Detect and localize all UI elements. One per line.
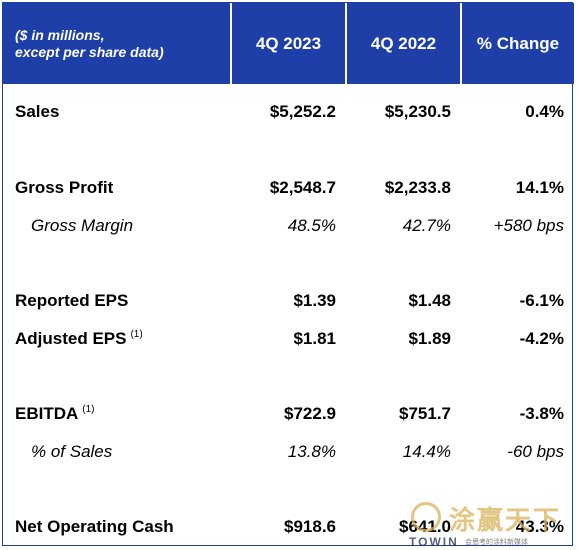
units-note-line1: ($ in millions,	[15, 26, 105, 43]
row-adjusted-eps: Adjusted EPS (1) $1.81 $1.89 -4.2%	[3, 320, 574, 358]
cell-4q-2022: $5,230.5	[384, 102, 451, 121]
row-net-operating-cash: Net Operating Cash $918.6 $641.0 43.3%	[3, 508, 574, 546]
row-label: Net Operating Cash	[15, 517, 174, 536]
cell-pct-change: +580 bps	[493, 216, 564, 235]
spacer-row	[3, 471, 574, 508]
column-header-pct-change: % Change	[460, 3, 574, 84]
cell-4q-2022: 14.4%	[402, 442, 451, 461]
cell-4q-2023: $2,548.7	[269, 178, 336, 197]
row-label: Gross Margin	[31, 216, 134, 235]
spacer-row	[3, 245, 574, 282]
financial-summary-table-frame: ($ in millions, except per share data) 4…	[2, 2, 574, 546]
cell-4q-2022: $2,233.8	[384, 178, 451, 197]
table-header-row: ($ in millions, except per share data) 4…	[3, 3, 574, 84]
row-label: Sales	[15, 102, 60, 121]
row-gross-profit: Gross Profit $2,548.7 $2,233.8 14.1%	[3, 169, 574, 207]
cell-pct-change: 14.1%	[515, 178, 564, 197]
cell-pct-change: -4.2%	[519, 329, 564, 348]
row-label: Gross Profit	[15, 178, 114, 197]
units-note-line2: except per share data)	[15, 43, 164, 60]
cell-pct-change: 43.3%	[515, 517, 564, 536]
cell-pct-change: -3.8%	[519, 404, 564, 423]
footnote-marker: (1)	[130, 329, 143, 341]
spacer-row	[3, 132, 574, 169]
row-label: EBITDA	[15, 404, 79, 423]
cell-pct-change: -60 bps	[507, 442, 564, 461]
row-sales: Sales $5,252.2 $5,230.5 0.4%	[3, 84, 574, 132]
row-reported-eps: Reported EPS $1.39 $1.48 -6.1%	[3, 282, 574, 320]
cell-4q-2023: $5,252.2	[269, 102, 336, 121]
row-label: Adjusted EPS	[15, 329, 127, 348]
cell-4q-2022: $751.7	[399, 404, 451, 423]
cell-4q-2022: $641.0	[399, 517, 451, 536]
cell-4q-2023: $722.9	[284, 404, 336, 423]
cell-4q-2022: $1.48	[408, 291, 451, 310]
cell-4q-2023: $918.6	[284, 517, 336, 536]
cell-4q-2023: $1.39	[293, 291, 336, 310]
row-gross-margin: Gross Margin 48.5% 42.7% +580 bps	[3, 207, 574, 245]
row-ebitda: EBITDA (1) $722.9 $751.7 -3.8%	[3, 395, 574, 433]
cell-pct-change: -6.1%	[519, 291, 564, 310]
footnote-marker: (1)	[82, 404, 95, 416]
cell-4q-2023: 13.8%	[287, 442, 336, 461]
row-label-cell: EBITDA (1)	[3, 395, 231, 433]
cell-4q-2022: 42.7%	[402, 216, 451, 235]
column-header-4q-2023: 4Q 2023	[230, 3, 346, 84]
units-note-header: ($ in millions, except per share data)	[3, 3, 231, 84]
column-header-4q-2022: 4Q 2022	[345, 3, 461, 84]
row-label-cell: Adjusted EPS (1)	[3, 320, 231, 358]
financial-summary-table: ($ in millions, except per share data) 4…	[3, 3, 574, 546]
cell-4q-2022: $1.89	[408, 329, 451, 348]
row-label: % of Sales	[31, 442, 113, 461]
cell-4q-2023: $1.81	[293, 329, 336, 348]
row-label: Reported EPS	[15, 291, 129, 310]
cell-4q-2023: 48.5%	[287, 216, 336, 235]
row-pct-of-sales: % of Sales 13.8% 14.4% -60 bps	[3, 433, 574, 471]
spacer-row	[3, 358, 574, 395]
cell-pct-change: 0.4%	[525, 102, 564, 121]
